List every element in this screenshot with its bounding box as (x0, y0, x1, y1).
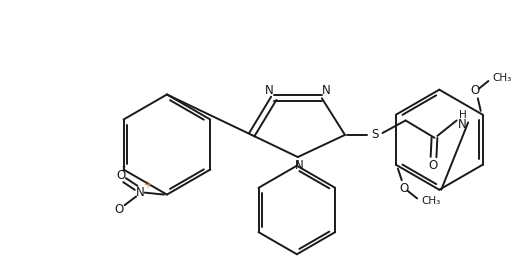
Text: O: O (399, 182, 408, 195)
Text: S: S (371, 129, 378, 142)
Text: O: O (428, 159, 437, 172)
Text: O: O (471, 84, 480, 97)
Text: N: N (265, 84, 273, 97)
Text: N: N (295, 159, 304, 172)
Text: N: N (323, 84, 331, 97)
Text: +: + (143, 180, 151, 190)
Text: O: O (116, 169, 125, 182)
Text: CH₃: CH₃ (421, 196, 440, 206)
Text: -: - (122, 161, 125, 171)
Text: O: O (114, 204, 123, 217)
Text: N: N (136, 186, 144, 199)
Text: CH₃: CH₃ (492, 73, 511, 83)
Text: H: H (459, 110, 467, 120)
Text: N: N (458, 118, 467, 131)
